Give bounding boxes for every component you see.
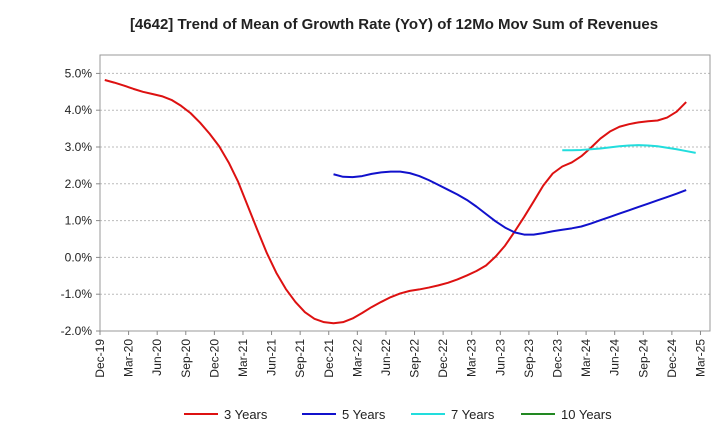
x-tick-label: Sep-21 [293,339,307,378]
y-tick-label: 3.0% [65,140,93,154]
x-tick-label: Mar-22 [350,339,364,377]
x-tick-label: Sep-20 [179,339,193,378]
y-tick-label: 1.0% [65,214,93,228]
series-line-3-years [104,79,687,325]
legend-label-3-years: 3 Years [224,407,268,422]
x-tick-label: Dec-22 [436,339,450,378]
x-tick-label: Mar-24 [579,339,593,377]
x-tick-label: Dec-24 [665,339,679,378]
plot-area [99,54,711,332]
grid-lines [100,72,710,332]
x-tick-label: Mar-25 [693,339,707,377]
legend-label-7-years: 7 Years [451,407,495,422]
series-line-5-years [333,170,687,236]
x-tick-label: Jun-20 [150,339,164,376]
y-axis: 5.0% 4.0% 3.0% 2.0% 1.0% 0.0% -1.0% -2.0% [61,66,100,338]
x-tick-label: Sep-24 [636,339,650,378]
x-tick-label: Jun-23 [493,339,507,376]
x-tick-label: Dec-19 [93,339,107,378]
x-tick-label: Dec-21 [322,339,336,378]
x-tick-label: Jun-21 [265,339,279,376]
y-tick-label: 4.0% [65,103,93,117]
chart-title: [4642] Trend of Mean of Growth Rate (YoY… [130,16,658,33]
y-tick-label: 5.0% [65,66,93,80]
x-tick-label: Mar-21 [236,339,250,377]
series-lines [104,79,696,325]
x-tick-label: Sep-23 [522,339,536,378]
x-axis: Dec-19 Mar-20 Jun-20 Sep-20 Dec-20 Mar-21 Jun-… [93,331,707,378]
y-tick-label: -2.0% [61,324,93,338]
x-tick-label: Mar-23 [465,339,479,377]
legend-label-10-years: 10 Years [561,407,612,422]
x-tick-label: Dec-23 [551,339,565,378]
y-tick-label: 2.0% [65,177,93,191]
x-tick-label: Jun-24 [608,339,622,376]
y-tick-label: 0.0% [65,250,93,264]
x-tick-label: Dec-20 [207,339,221,378]
x-tick-label: Sep-22 [408,339,422,378]
legend-label-5-years: 5 Years [342,407,386,422]
y-tick-label: -1.0% [61,287,93,301]
legend: 3 Years 5 Years 7 Years 10 Years [184,407,612,422]
x-tick-label: Mar-20 [122,339,136,377]
series-line-7-years [562,144,696,154]
x-tick-label: Jun-22 [379,339,393,376]
